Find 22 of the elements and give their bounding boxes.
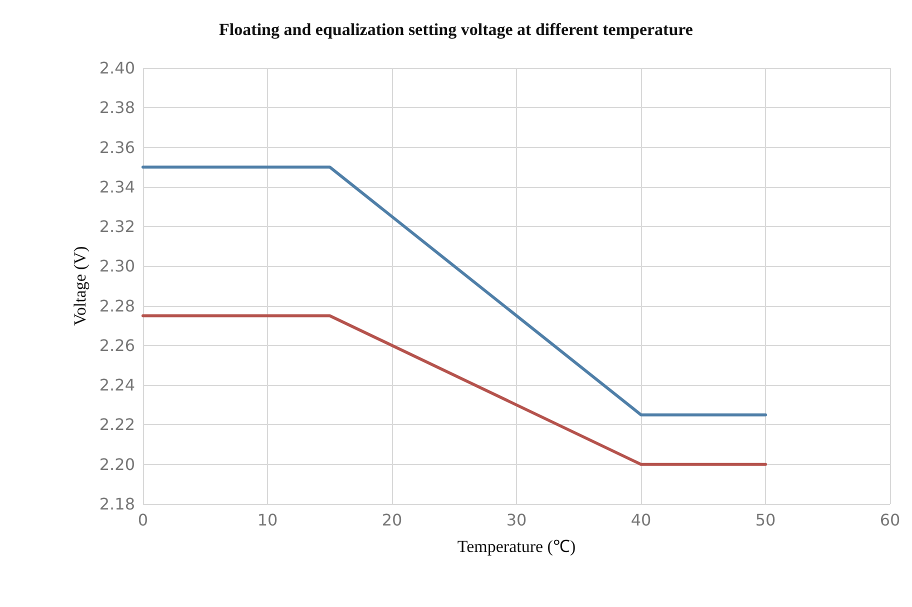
chart-title: Floating and equalization setting voltage at different temperature — [219, 20, 694, 39]
y-tick-label: 2.18 — [99, 494, 135, 514]
x-tick-label: 40 — [630, 510, 652, 530]
y-tick-label: 2.36 — [99, 138, 135, 157]
x-tick-label: 60 — [880, 510, 900, 530]
y-tick-label: 2.32 — [99, 217, 135, 236]
x-tick-label: 20 — [382, 510, 402, 530]
y-tick-label: 2.40 — [99, 58, 135, 78]
x-axis-title: Temperature (℃) — [457, 537, 576, 556]
y-tick-label: 2.26 — [99, 336, 135, 355]
x-tick-label: 0 — [138, 510, 148, 530]
x-tick-label: 30 — [506, 510, 527, 530]
x-tick-label: 50 — [755, 510, 776, 530]
y-tick-label: 2.20 — [99, 454, 135, 474]
y-tick-label: 2.30 — [99, 256, 135, 276]
y-axis-title: Voltage (V) — [70, 246, 90, 326]
y-tick-label: 2.34 — [99, 177, 135, 196]
x-tick-label: 10 — [257, 510, 278, 530]
y-tick-label: 2.22 — [99, 415, 135, 434]
y-tick-label: 2.24 — [99, 376, 135, 395]
y-tick-label: 2.38 — [99, 98, 135, 118]
y-tick-label: 2.28 — [99, 296, 135, 316]
